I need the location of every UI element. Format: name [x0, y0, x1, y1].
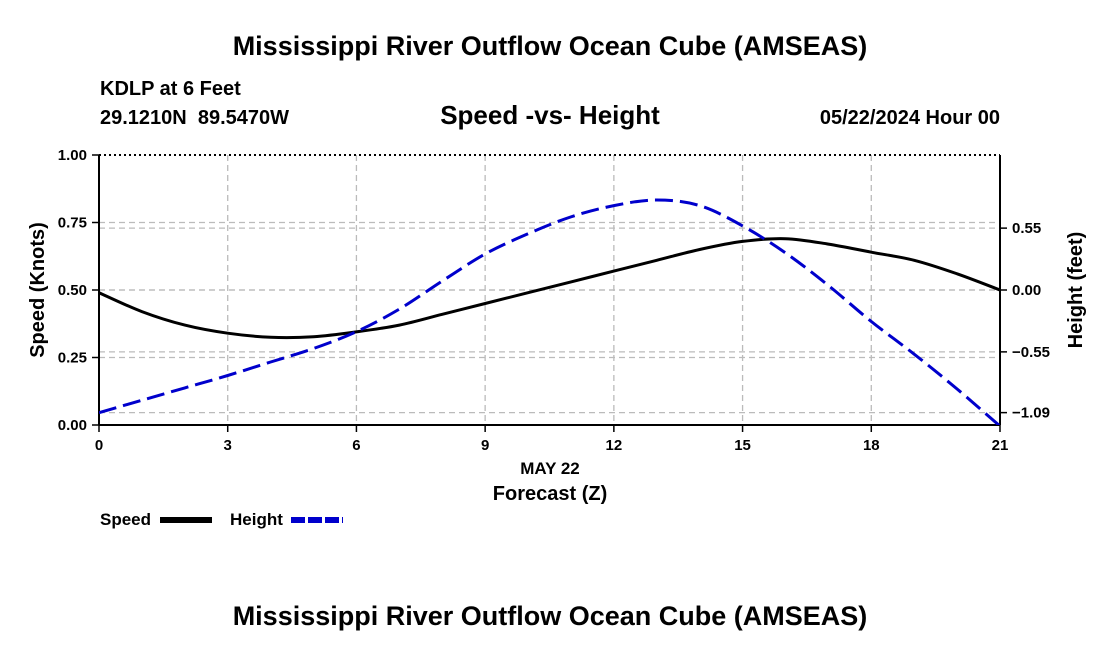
chart-title: Speed -vs- Height — [440, 100, 660, 130]
y2-tick-label: 0.00 — [1012, 282, 1041, 299]
x-tick-label: 6 — [352, 437, 360, 454]
station-name: KDLP at 6 Feet — [100, 78, 241, 100]
y-tick-label: 0.50 — [58, 282, 87, 299]
legend-label-height: Height — [230, 510, 283, 529]
y2-tick-label: −0.55 — [1012, 344, 1050, 361]
y-tick-label: 0.25 — [58, 350, 87, 367]
y-tick-label: 1.00 — [58, 147, 87, 164]
x-tick-label: 9 — [481, 437, 489, 454]
station-coordinates: 29.1210N 89.5470W — [100, 107, 289, 129]
x-tick-label: 0 — [95, 437, 103, 454]
y2-axis-title: Height (feet) — [1065, 232, 1087, 349]
x-tick-label: 12 — [606, 437, 623, 454]
x-axis-date-label: MAY 22 — [520, 459, 580, 478]
x-axis-title: Forecast (Z) — [493, 483, 607, 505]
x-tick-label: 18 — [863, 437, 880, 454]
y-tick-label: 0.75 — [58, 215, 87, 232]
y2-tick-label: −1.09 — [1012, 405, 1050, 422]
y-axis-title: Speed (Knots) — [27, 222, 49, 358]
series-line-speed — [99, 237, 1000, 340]
x-tick-label: 15 — [734, 437, 751, 454]
x-tick-label: 3 — [224, 437, 232, 454]
forecast-datetime: 05/22/2024 Hour 00 — [820, 107, 1000, 129]
legend-label-speed: Speed — [100, 510, 151, 529]
y-tick-label: 0.00 — [58, 417, 87, 434]
x-tick-label: 21 — [992, 437, 1009, 454]
y2-tick-label: 0.55 — [1012, 220, 1041, 237]
plot-area: 0 3 6 9 12 15 18 21 0.00 0.25 0.50 0.75 1.00 0.55 0.00… — [58, 147, 1050, 454]
footer-title: Mississippi River Outflow Ocean Cube (AM… — [233, 601, 868, 631]
page-title: Mississippi River Outflow Ocean Cube (AM… — [233, 31, 868, 61]
legend: Speed Height — [100, 510, 343, 529]
series-line-height — [99, 198, 1000, 425]
